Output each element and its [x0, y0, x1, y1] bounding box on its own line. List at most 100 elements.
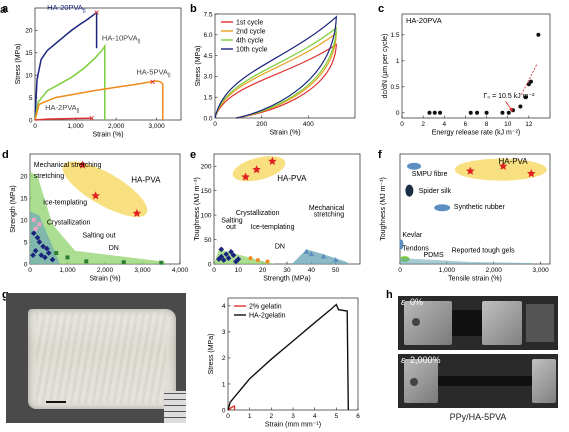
x-tick-label: 40: [308, 267, 316, 274]
chart-f: 0 1,000 2,000 3,000 Tensile strain (%) Toughn…: [380, 153, 551, 283]
clamp-right-bottom: [532, 359, 556, 403]
y-tick-label: 1: [222, 381, 226, 388]
x-tick-label: 3,000: [149, 123, 166, 130]
hydrogel-sample: [28, 309, 176, 409]
x-axis-label: Tensile strain (%): [448, 276, 502, 283]
smpu-point: [407, 162, 422, 170]
region-label-salting: Salting out: [83, 233, 116, 240]
x-axis-label: Energy release rate (kJ m⁻²): [432, 130, 521, 137]
crystal-point: [31, 218, 36, 222]
y-tick-label: 20: [25, 28, 33, 35]
hydrogel-photo: [6, 293, 186, 423]
spider-point: [405, 184, 414, 197]
y-tick-label: 4: [222, 303, 226, 310]
x-tick-label: 0: [398, 267, 402, 274]
y-tick-label: 0: [29, 117, 33, 124]
data-point: [484, 110, 489, 115]
mech-point: [308, 251, 315, 257]
y-axis-label: Stress (MPa): [15, 44, 22, 85]
kevlar-point: [399, 239, 404, 250]
x-tick-label: 3,000: [532, 267, 549, 274]
dn-point: [65, 255, 70, 260]
region-label-spider: Spider silk: [419, 188, 452, 195]
dn-point: [159, 260, 164, 265]
y-tick-label: 10: [25, 73, 33, 80]
x-tick-label: 10: [504, 121, 512, 128]
y-tick-label: 0: [24, 261, 28, 268]
data-point: [528, 79, 533, 84]
hapva-star: [466, 166, 475, 175]
x-tick-label: 1,000: [67, 123, 84, 130]
x-tick-label: 10: [235, 267, 243, 274]
label-ha5: HA-5PVA||: [136, 67, 170, 78]
dn-point: [54, 251, 59, 255]
scale-bar: [46, 401, 66, 403]
x-axis-label: Strength (MPa): [263, 276, 310, 283]
break-marker: [94, 10, 99, 15]
chart-title: HA-20PVA: [406, 16, 442, 25]
data-point: [506, 110, 511, 115]
mech-point: [320, 253, 327, 259]
sample-stretched: [438, 376, 534, 386]
chart-b: 0 200 400 0.0 1.5 3.0 4.5 6.0 7.5 Strain (%) Stres…: [195, 11, 356, 137]
dn-point: [84, 259, 89, 264]
clamp-mid-top: [482, 301, 522, 345]
y-axis-label: dc/dN (µm per cycle): [382, 34, 389, 99]
y-tick-label: 50: [204, 237, 212, 244]
x-axis-label: Strain (%): [89, 276, 120, 283]
y-tick-label: 0: [222, 407, 226, 414]
series-HA-5PVA: [34, 80, 164, 121]
crystal-point: [33, 226, 38, 231]
region-label-hapva: HA-PVA: [498, 157, 528, 166]
strain-photo-top: ε 0%: [398, 296, 558, 350]
y-tick-label: 2: [222, 355, 226, 362]
x-tick-label: 1,000: [439, 267, 456, 274]
x-tick-label: 4: [442, 121, 446, 128]
bolt-top: [412, 318, 420, 326]
y-tick-label: 6.0: [203, 32, 212, 39]
x-tick-label: 20: [259, 267, 267, 274]
panel-label-g: g: [2, 289, 9, 301]
region-mech: [291, 249, 351, 264]
region-label-kevlar: Kevlar: [402, 232, 423, 239]
region-label-salting: Salting: [221, 217, 243, 224]
y-tick-label: 0: [396, 110, 400, 117]
region-label-mech: Mechanical stretching: [34, 162, 102, 169]
x-tick-label: 0: [33, 123, 37, 130]
legend-label: HA-2gelatin: [249, 313, 286, 320]
region-label-gels: Reported tough gels: [452, 247, 516, 254]
x-tick-label: 4: [313, 413, 317, 420]
dn-point: [248, 256, 253, 261]
y-tick-label: 4.5: [203, 53, 212, 60]
strain-label-bottom: ε: [401, 355, 405, 365]
hapva-star: [78, 160, 87, 169]
region-label-crystal: Crystallization: [47, 219, 91, 226]
plot-frame: [34, 7, 182, 121]
x-tick-label: 1: [248, 413, 252, 420]
x-tick-label: 2: [270, 413, 274, 420]
region-label-pdms: PDMS: [423, 252, 444, 259]
threshold-annotation: Γ₀ = 10.5 kJ m⁻²: [483, 93, 535, 100]
x-tick-label: 30: [283, 267, 291, 274]
series-HA-2PVA: [34, 117, 92, 121]
region-label-rubber: Synthetic rubber: [454, 204, 506, 211]
salting-point: [230, 252, 237, 259]
region-label-ice: Ice-templating: [43, 200, 87, 207]
y-tick-label: 3: [222, 329, 226, 336]
data-point: [523, 95, 528, 100]
mech-point: [303, 248, 310, 254]
x-tick-label: 6: [464, 121, 468, 128]
break-marker: [150, 79, 155, 85]
cycle-1st cycle: [214, 43, 337, 119]
data-point: [427, 110, 432, 115]
region-label-ice: Ice-templating: [251, 224, 295, 231]
x-tick-label: 400: [303, 121, 314, 128]
y-tick-label: 1: [396, 58, 400, 65]
plot-frame: [401, 13, 551, 119]
panel-label-h: h: [386, 289, 393, 301]
strain-label-top: ε: [401, 297, 405, 307]
panel-label-e: e: [190, 149, 196, 161]
fit-line: [521, 63, 538, 95]
x-tick-label: 1,000: [59, 267, 76, 274]
legend-label: 4th cycle: [236, 38, 264, 45]
